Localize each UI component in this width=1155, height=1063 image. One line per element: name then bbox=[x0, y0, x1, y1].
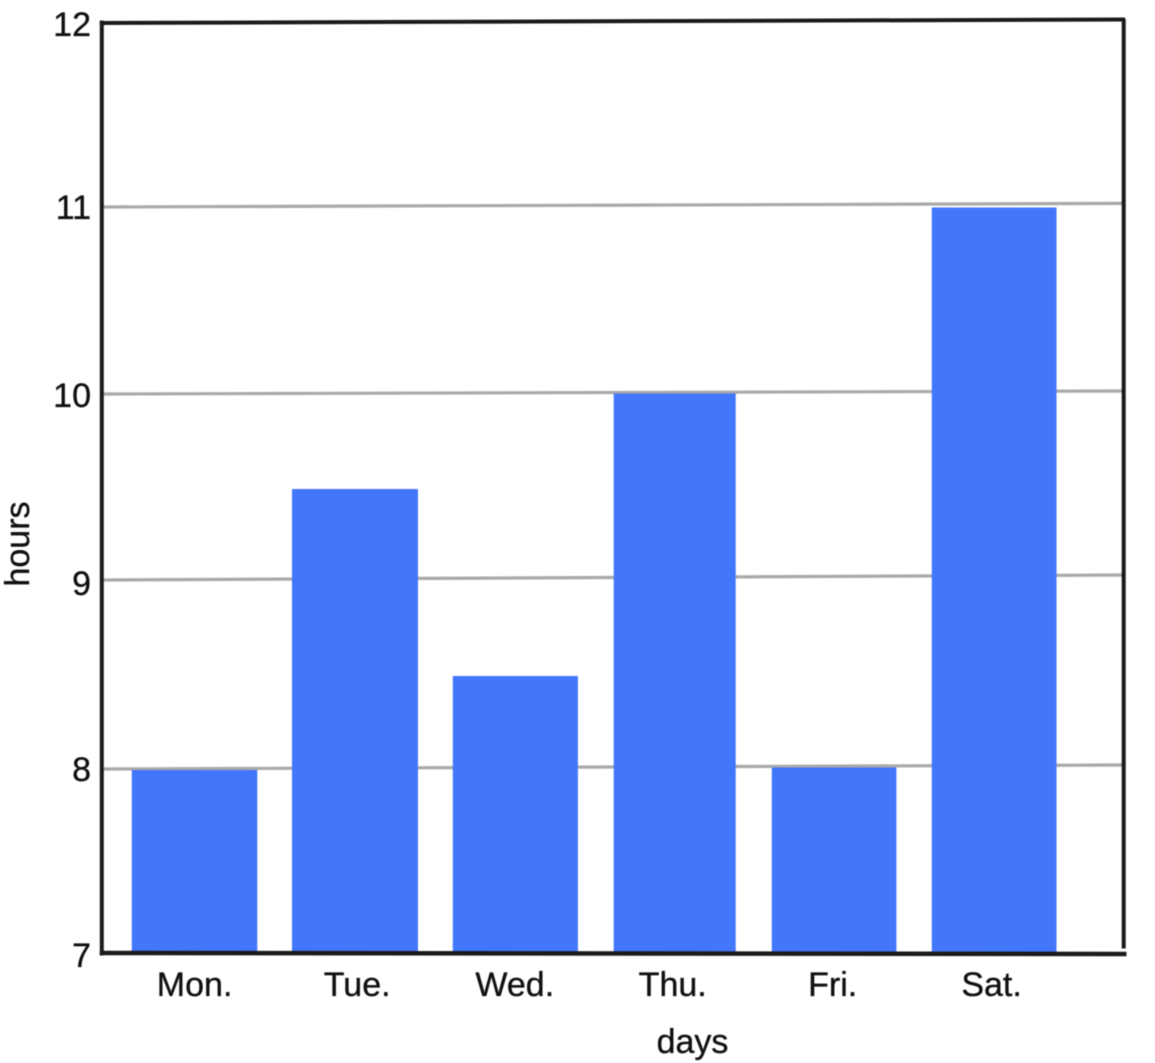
svg-text:days: days bbox=[657, 1023, 729, 1061]
svg-text:Mon.: Mon. bbox=[157, 966, 233, 1004]
svg-text:Tue.: Tue. bbox=[324, 966, 391, 1004]
svg-text:Fri.: Fri. bbox=[808, 966, 857, 1004]
svg-text:hours: hours bbox=[0, 501, 37, 586]
svg-text:Thu.: Thu. bbox=[639, 966, 707, 1004]
svg-text:10: 10 bbox=[53, 377, 91, 415]
svg-text:Sat.: Sat. bbox=[961, 966, 1021, 1004]
svg-text:9: 9 bbox=[72, 565, 91, 603]
svg-text:Wed.: Wed. bbox=[475, 966, 554, 1004]
svg-text:11: 11 bbox=[56, 189, 91, 227]
svg-text:12: 12 bbox=[53, 6, 91, 44]
svg-text:7: 7 bbox=[72, 937, 91, 975]
svg-text:8: 8 bbox=[72, 751, 91, 789]
